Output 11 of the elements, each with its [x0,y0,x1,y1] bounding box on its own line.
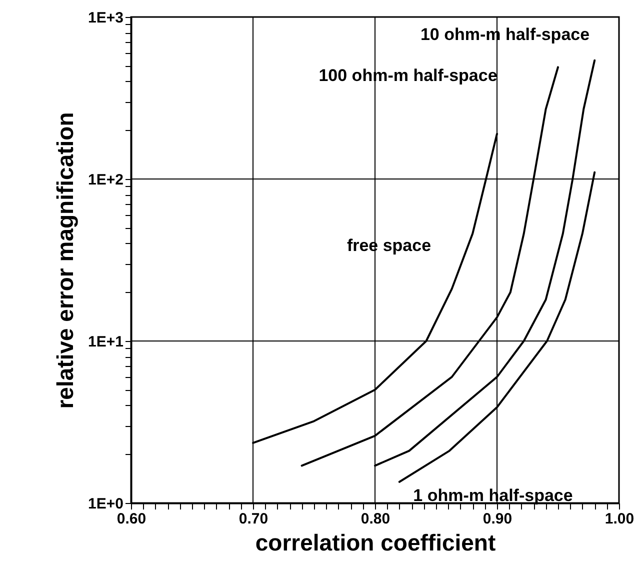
y-tick-label: 1E+0 [88,496,124,512]
x-tick-label: 0.80 [360,510,390,528]
y-tick-label: 1E+1 [88,334,124,350]
x-axis-title: correlation coefficient [255,530,496,556]
y-axis-title: relative error magnification [52,112,78,409]
y-tick-label: 1E+2 [88,172,124,188]
x-tick-label: 0.70 [238,510,268,528]
x-tick-label: 0.90 [482,510,512,528]
x-tick-label: 1.00 [604,510,634,528]
y-tick-label: 1E+3 [88,10,124,26]
x-tick-label: 0.60 [116,510,146,528]
